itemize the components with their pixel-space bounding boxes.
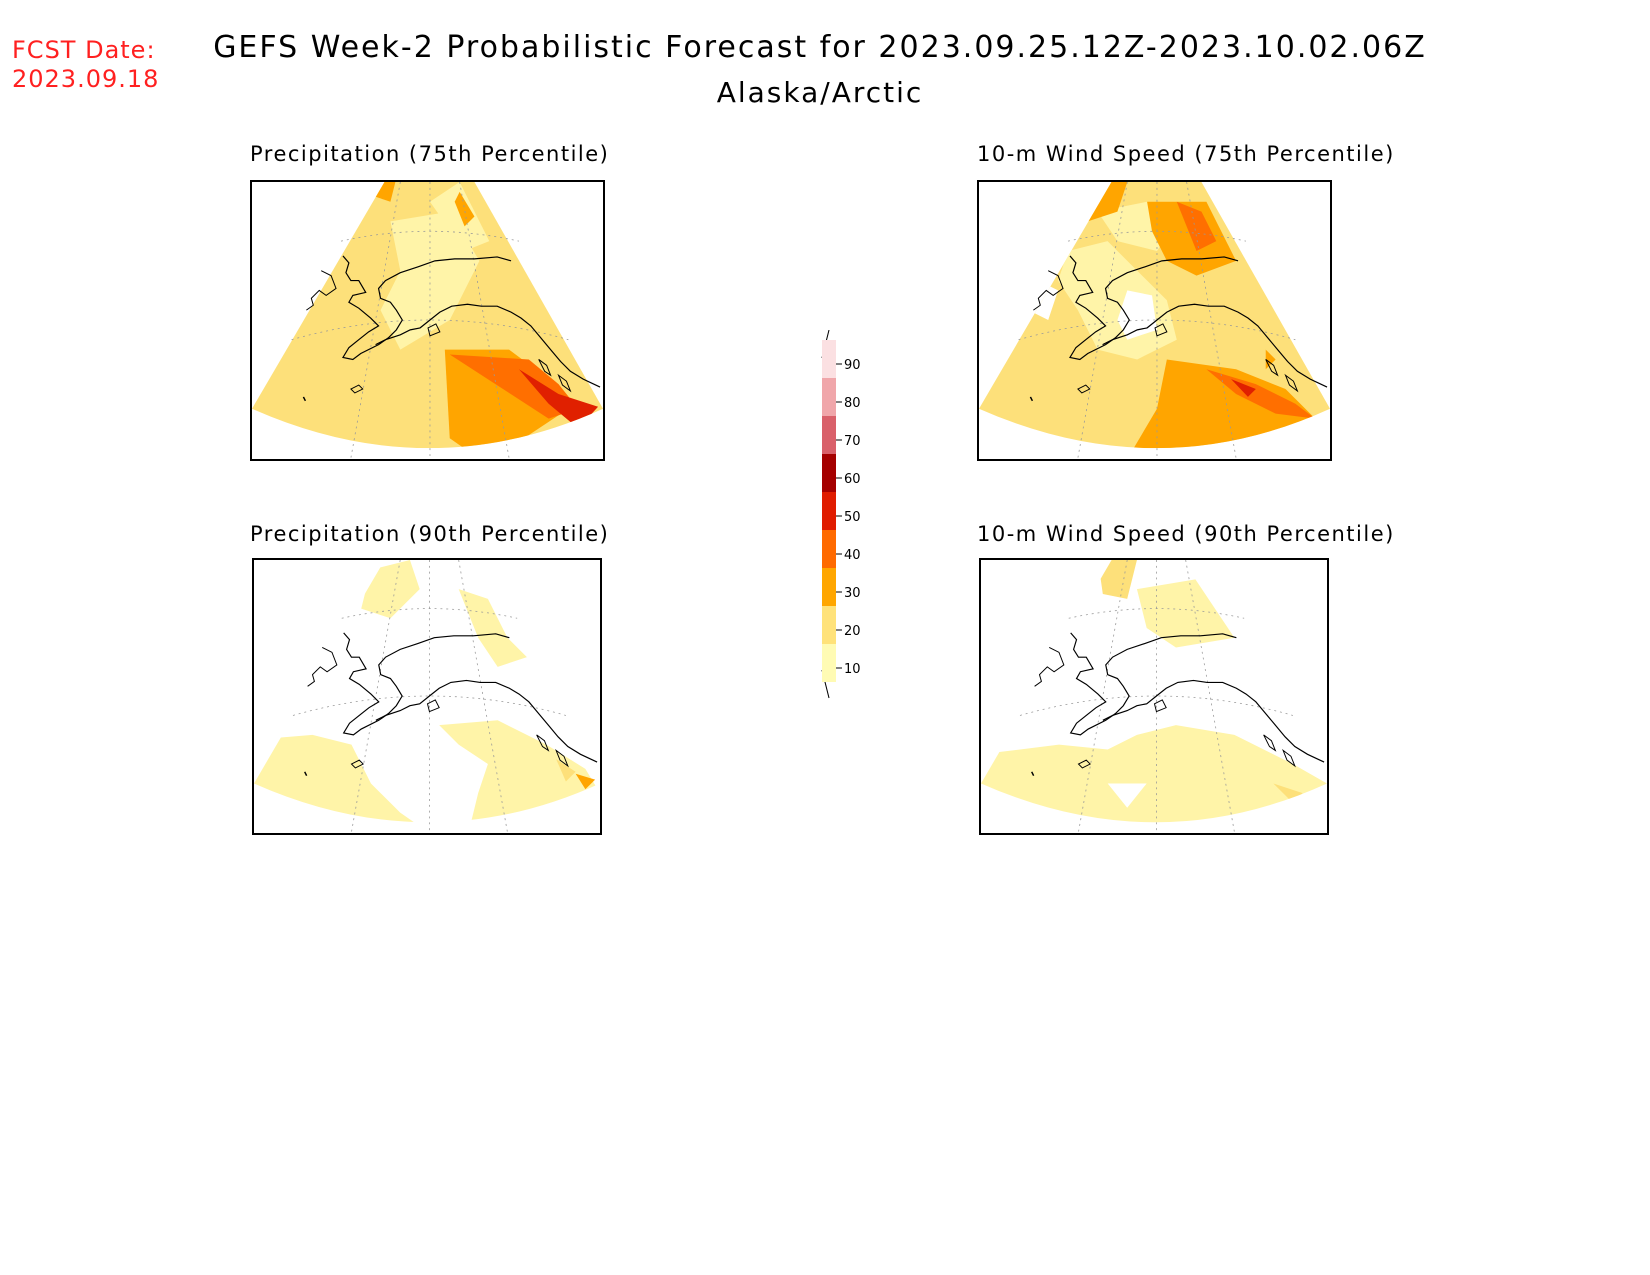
colorbar-swatch xyxy=(822,340,836,378)
colorbar-swatch xyxy=(822,492,836,530)
colorbar-label: 90 xyxy=(844,358,861,373)
panel-title-wind-90: 10-m Wind Speed (90th Percentile) xyxy=(977,522,1395,546)
forecast-date-value: 2023.09.18 xyxy=(12,65,160,93)
map-wind-90 xyxy=(979,558,1329,835)
page-subtitle: Alaska/Arctic xyxy=(716,76,924,109)
page-title: GEFS Week-2 Probabilistic Forecast for 2… xyxy=(213,30,1427,65)
colorbar-label: 70 xyxy=(844,434,861,449)
colorbar-swatch xyxy=(822,644,836,682)
colorbar-swatch xyxy=(822,568,836,606)
colorbar-label: 10 xyxy=(844,662,861,677)
map-precip-75 xyxy=(250,180,605,461)
colorbar-label: 30 xyxy=(844,586,861,601)
map-precip-90 xyxy=(252,558,602,835)
colorbar-label: 80 xyxy=(844,396,861,411)
colorbar-label: 20 xyxy=(844,624,861,639)
map-wind-75 xyxy=(977,180,1332,461)
colorbar-label: 50 xyxy=(844,510,861,525)
colorbar-swatch xyxy=(822,530,836,568)
colorbar-swatch xyxy=(822,378,836,416)
panel-title-precip-75: Precipitation (75th Percentile) xyxy=(250,142,610,166)
forecast-date-label: FCST Date: xyxy=(12,36,156,64)
colorbar-legend: 10 20 30 40 50 60 70 80 90 xyxy=(820,330,910,730)
colorbar-label: 60 xyxy=(844,472,861,487)
forecast-date-block: FCST Date: 2023.09.18 xyxy=(12,36,159,94)
colorbar-swatch xyxy=(822,416,836,454)
colorbar-label: 40 xyxy=(844,548,861,563)
colorbar-swatch xyxy=(822,606,836,644)
panel-title-precip-90: Precipitation (90th Percentile) xyxy=(250,522,610,546)
panel-title-wind-75: 10-m Wind Speed (75th Percentile) xyxy=(977,142,1395,166)
colorbar-swatch xyxy=(822,454,836,492)
